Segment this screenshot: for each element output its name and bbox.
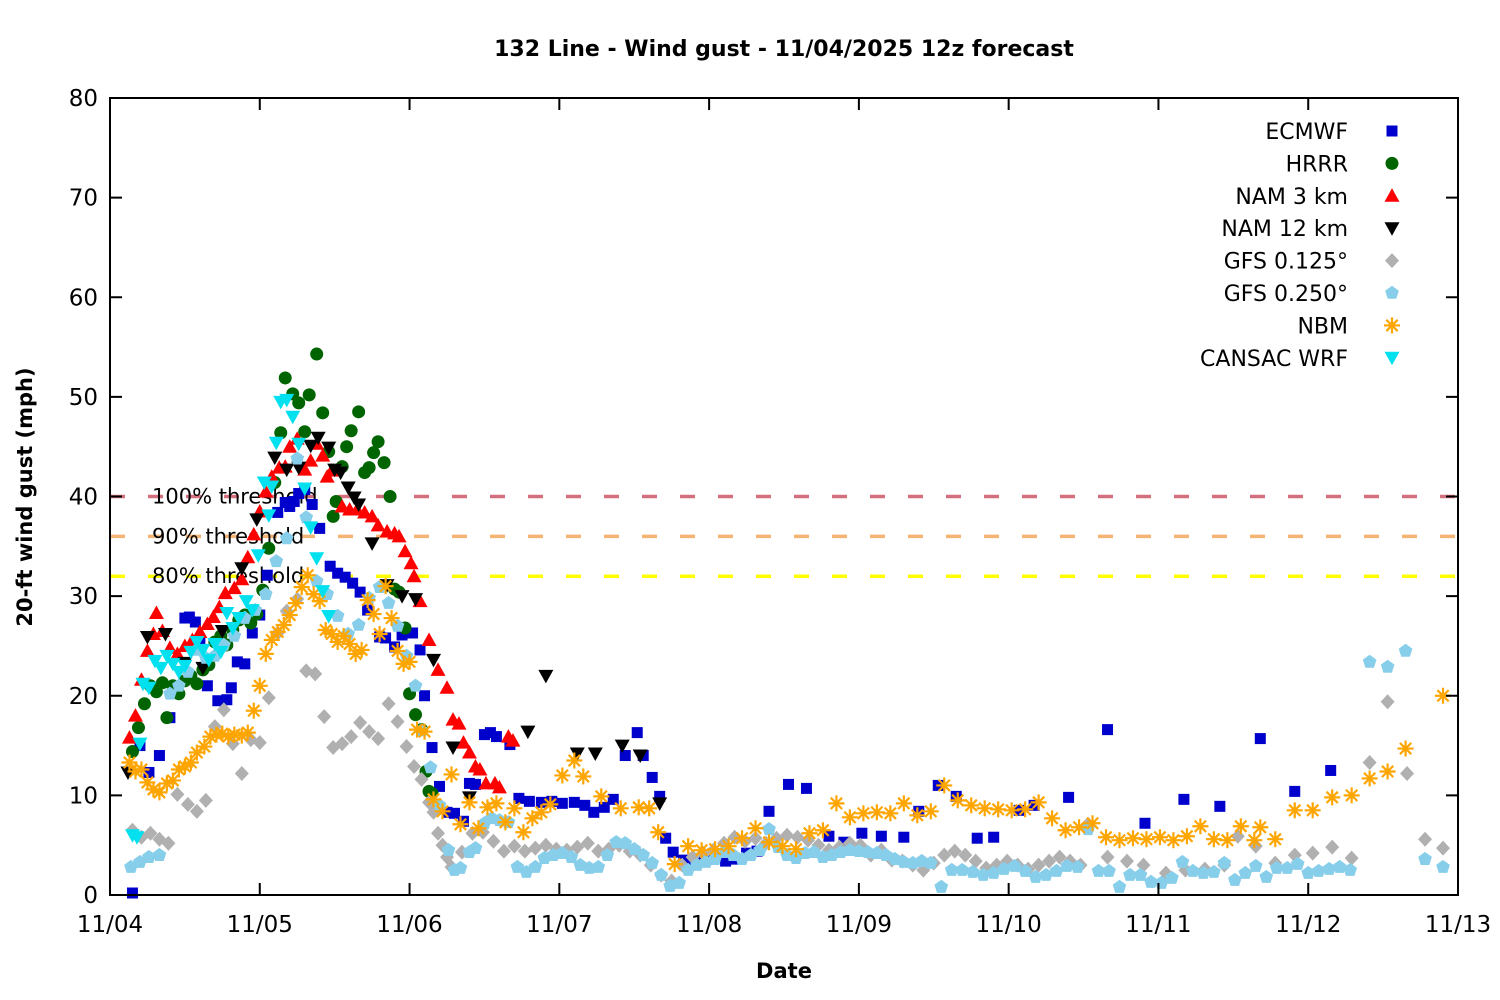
x-tick-label: 11/13: [1425, 912, 1491, 938]
legend-marker-diamond-icon: [1385, 253, 1399, 269]
x-axis-label: Date: [756, 959, 812, 983]
legend-marker-triangle-down-icon: [1384, 222, 1400, 236]
x-tick-label: 11/06: [376, 912, 442, 938]
y-axis-label: 20-ft wind gust (mph): [13, 367, 37, 626]
x-tick-label: 11/09: [826, 912, 892, 938]
x-tick-label: 11/04: [77, 912, 143, 938]
legend-marker-pentagon-icon: [1385, 285, 1399, 299]
legend-marker-triangle-down-icon: [1384, 351, 1400, 366]
x-tick-label: 11/08: [676, 912, 742, 938]
legend-label: NAM 3 km: [1235, 185, 1348, 210]
y-tick-label: 0: [83, 883, 98, 909]
legend-label: CANSAC WRF: [1200, 347, 1348, 372]
legend: ECMWF HRRR NAM 3 km NAM 12 km GFS 0.125° GFS …: [1200, 120, 1400, 372]
legend-item-nam-3-km: NAM 3 km: [1235, 185, 1400, 210]
legend-marker-circle-icon: [1385, 156, 1399, 170]
y-tick-label: 30: [69, 584, 98, 610]
legend-item-cansac-wrf: CANSAC WRF: [1200, 347, 1400, 372]
threshold-label: 80% threshold: [152, 564, 304, 588]
y-tick-label: 80: [69, 86, 98, 112]
y-tick-label: 70: [69, 186, 98, 212]
legend-item-hrrr: HRRR: [1286, 152, 1399, 177]
axes: 11/04 11/05 11/06 11/07 11/08 11/09 11/10 11/11…: [69, 86, 1491, 938]
legend-item-nbm: NBM: [1297, 314, 1400, 339]
legend-label: ECMWF: [1265, 120, 1348, 145]
series-gfs-0-250-: [124, 451, 1450, 893]
legend-item-gfs-0-250-: GFS 0.250°: [1224, 282, 1399, 307]
x-tick-label: 11/10: [976, 912, 1042, 938]
series-nbm: [121, 567, 1452, 873]
threshold-80pct: 80% threshold: [110, 564, 1458, 588]
legend-item-ecmwf: ECMWF: [1265, 120, 1398, 145]
legend-item-nam-12-km: NAM 12 km: [1221, 217, 1400, 242]
y-tick-label: 60: [69, 285, 98, 311]
legend-marker-asterisk-icon: [1384, 317, 1400, 334]
y-tick-label: 20: [69, 684, 98, 710]
legend-label: NBM: [1297, 314, 1348, 339]
threshold-90pct: 90% threshold: [110, 524, 1458, 548]
legend-item-gfs-0-125-: GFS 0.125°: [1224, 250, 1399, 275]
x-tick-label: 11/07: [526, 912, 592, 938]
legend-label: GFS 0.125°: [1224, 250, 1348, 275]
threshold-label: 90% threshold: [152, 524, 304, 548]
legend-marker-triangle-up-icon: [1384, 188, 1400, 202]
chart-title: 132 Line - Wind gust - 11/04/2025 12z fo…: [494, 37, 1074, 62]
y-tick-label: 10: [69, 783, 98, 809]
series-cansac-wrf: [124, 393, 337, 845]
x-tick-label: 11/05: [227, 912, 293, 938]
legend-label: GFS 0.250°: [1224, 282, 1348, 307]
y-tick-label: 40: [69, 485, 98, 511]
legend-label: NAM 12 km: [1221, 217, 1348, 242]
data-points-layer: [120, 347, 1452, 899]
y-tick-label: 50: [69, 385, 98, 411]
x-tick-label: 11/11: [1125, 912, 1191, 938]
legend-label: HRRR: [1286, 152, 1348, 177]
x-tick-label: 11/12: [1275, 912, 1341, 938]
legend-marker-square-icon: [1386, 125, 1398, 137]
